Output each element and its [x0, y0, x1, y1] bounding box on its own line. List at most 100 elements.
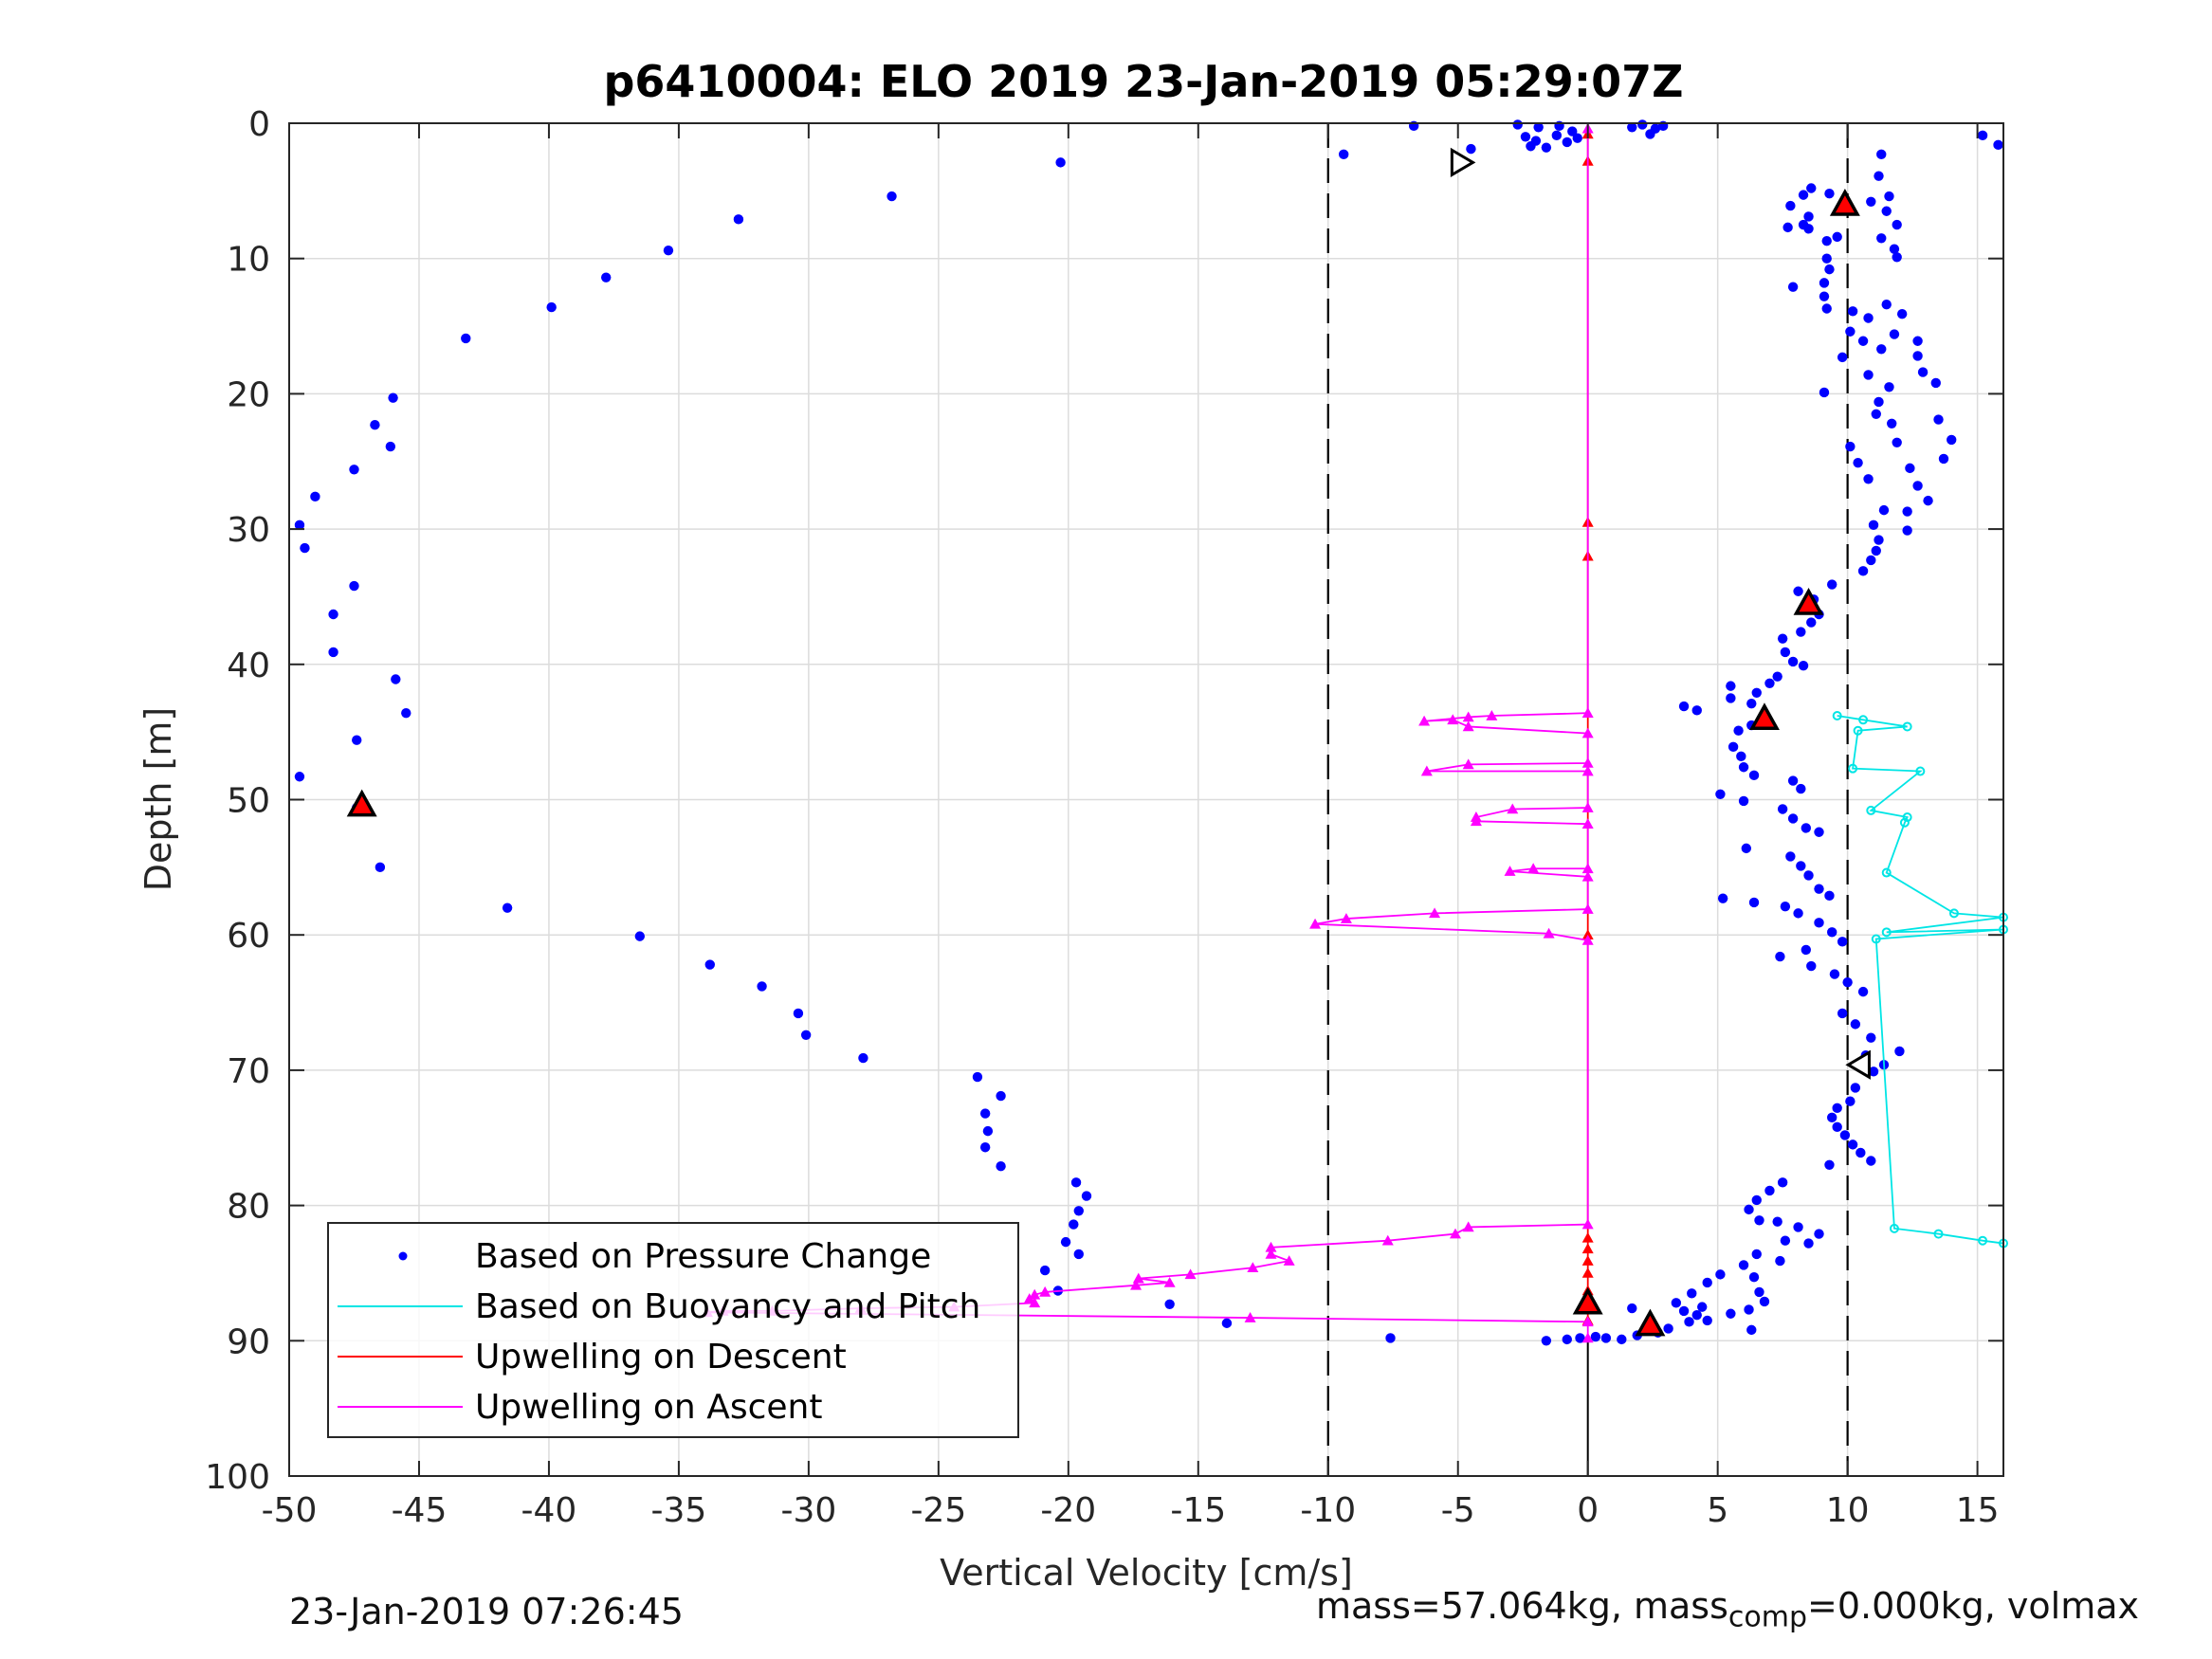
based-on-pressure-change-point [1793, 908, 1803, 919]
upwelling-on-ascent-marker [1581, 1316, 1594, 1327]
y-tick-label: 10 [227, 241, 270, 280]
based-on-pressure-change-point [1759, 1296, 1770, 1307]
based-on-buoyancy-and-pitch-marker [1933, 1229, 1944, 1239]
based-on-buoyancy-and-pitch-marker [1902, 721, 1912, 732]
based-on-pressure-change-point [375, 862, 386, 873]
based-on-pressure-change-point [1744, 1204, 1754, 1215]
based-on-pressure-change-point [1541, 1336, 1552, 1346]
based-on-pressure-change-point [1884, 191, 1894, 202]
based-on-pressure-change-point [634, 931, 646, 941]
based-on-pressure-change-point [1715, 1269, 1726, 1280]
based-on-pressure-change-point [352, 735, 362, 745]
based-on-pressure-change-point [1839, 1130, 1851, 1140]
based-on-pressure-change-point [1717, 893, 1728, 903]
based-on-pressure-change-point [982, 1125, 994, 1137]
based-on-pressure-change-point [1876, 233, 1887, 244]
upwelling-on-descent-marker [1581, 1231, 1594, 1243]
based-on-pressure-change-point [1738, 795, 1749, 807]
based-on-pressure-change-point [1780, 1235, 1791, 1246]
based-on-pressure-change-point [1845, 441, 1856, 452]
based-on-pressure-change-point [1567, 126, 1578, 137]
based-on-pressure-change-point [1933, 414, 1944, 425]
x-tick-label: -10 [1300, 1491, 1356, 1530]
based-on-pressure-change-point [391, 674, 401, 684]
upwelling-on-ascent-marker [1581, 757, 1594, 768]
based-on-pressure-change-point [1866, 1032, 1876, 1043]
based-on-pressure-change-point [1787, 813, 1799, 824]
based-on-buoyancy-and-pitch-marker [1948, 908, 1959, 919]
based-on-pressure-change-point [1746, 698, 1757, 709]
y-tick-label: 0 [248, 105, 270, 144]
based-on-pressure-change-point [1748, 897, 1760, 908]
based-on-pressure-change-point [1837, 937, 1848, 947]
legend-label: Based on Buoyancy and Pitch [475, 1287, 980, 1326]
based-on-pressure-change-point [996, 1161, 1006, 1172]
based-on-buoyancy-and-pitch-marker [1853, 725, 1863, 736]
based-on-pressure-change-point [294, 772, 305, 782]
legend-label: Upwelling on Descent [475, 1338, 847, 1376]
x-tick-label: -40 [521, 1491, 577, 1530]
based-on-pressure-change-point [1562, 137, 1572, 148]
legend-label: Upwelling on Ascent [475, 1388, 822, 1427]
based-on-pressure-change-point [1748, 1272, 1760, 1283]
upwelling-on-descent-marker [1581, 1267, 1594, 1278]
based-on-pressure-change-point [1221, 1318, 1233, 1328]
based-on-pressure-change-point [979, 1142, 991, 1153]
based-on-pressure-change-point [310, 491, 320, 502]
based-on-pressure-change-point [1803, 224, 1814, 234]
legend-swatch-dot [398, 1251, 408, 1261]
upwelling-on-ascent-marker [1163, 1276, 1176, 1287]
based-on-pressure-change-point [1821, 253, 1832, 264]
based-on-pressure-change-point [1868, 1066, 1879, 1077]
based-on-pressure-change-point [1691, 705, 1702, 716]
based-on-pressure-change-point [1829, 969, 1840, 979]
based-on-pressure-change-point [1738, 762, 1749, 773]
based-on-pressure-change-point [800, 1030, 812, 1040]
based-on-pressure-change-point [1803, 1238, 1814, 1249]
based-on-pressure-change-point [1902, 506, 1912, 517]
based-on-pressure-change-point [1691, 1309, 1702, 1321]
upwelling-on-ascent-marker [1462, 1221, 1474, 1232]
x-tick-label: 0 [1577, 1491, 1599, 1530]
based-on-pressure-change-point [1832, 231, 1842, 243]
y-tick-label: 60 [227, 917, 270, 956]
based-on-pressure-change-point [757, 981, 767, 992]
based-on-pressure-change-point [1726, 1308, 1736, 1319]
based-on-pressure-change-point [1777, 633, 1788, 644]
dive-marker-triangle [1845, 1049, 1871, 1080]
based-on-pressure-change-point [1793, 586, 1803, 596]
based-on-pressure-change-point [1824, 1159, 1835, 1170]
based-on-pressure-change-point [1847, 306, 1858, 317]
based-on-pressure-change-point [1073, 1206, 1084, 1216]
upwelling-on-ascent-marker [1381, 1234, 1394, 1246]
based-on-pressure-change-point [733, 214, 744, 225]
based-on-pressure-change-point [1827, 927, 1837, 938]
upwelling-on-ascent-marker [1309, 918, 1322, 929]
footer-mass-text: mass=57.064kg, mass [1316, 1585, 1728, 1627]
based-on-pressure-change-point [1572, 133, 1582, 143]
upwelling-on-ascent-marker [1504, 866, 1516, 876]
x-tick-label: 15 [1956, 1491, 2000, 1530]
based-on-buoyancy-and-pitch-marker [1832, 711, 1842, 721]
based-on-pressure-change-point [1738, 1260, 1749, 1270]
based-on-pressure-change-point [1787, 282, 1799, 292]
based-on-pressure-change-point [328, 647, 338, 658]
based-on-pressure-change-point [1744, 1304, 1754, 1315]
y-axis-label: Depth [m] [137, 707, 179, 892]
upwelling-on-ascent-marker [1581, 1218, 1594, 1230]
x-tick-label: 10 [1826, 1491, 1870, 1530]
based-on-pressure-change-point [704, 959, 715, 970]
based-on-pressure-change-point [1871, 545, 1881, 556]
based-on-pressure-change-point [1678, 1305, 1690, 1317]
based-on-pressure-change-point [1819, 278, 1830, 288]
based-on-pressure-change-point [1868, 520, 1879, 531]
upwelling-on-ascent-marker [1486, 710, 1498, 720]
based-on-pressure-change-point [1671, 1298, 1682, 1308]
upwelling-on-ascent-marker [1581, 765, 1594, 776]
based-on-pressure-change-point [793, 1008, 804, 1019]
based-on-pressure-change-point [1780, 902, 1791, 912]
footer-mass-info: mass=57.064kg, masscomp=0.000kg, volmax [1316, 1585, 2139, 1634]
based-on-pressure-change-point [1871, 409, 1881, 420]
x-tick-label: -15 [1170, 1491, 1226, 1530]
based-on-pressure-change-point [1796, 861, 1806, 871]
